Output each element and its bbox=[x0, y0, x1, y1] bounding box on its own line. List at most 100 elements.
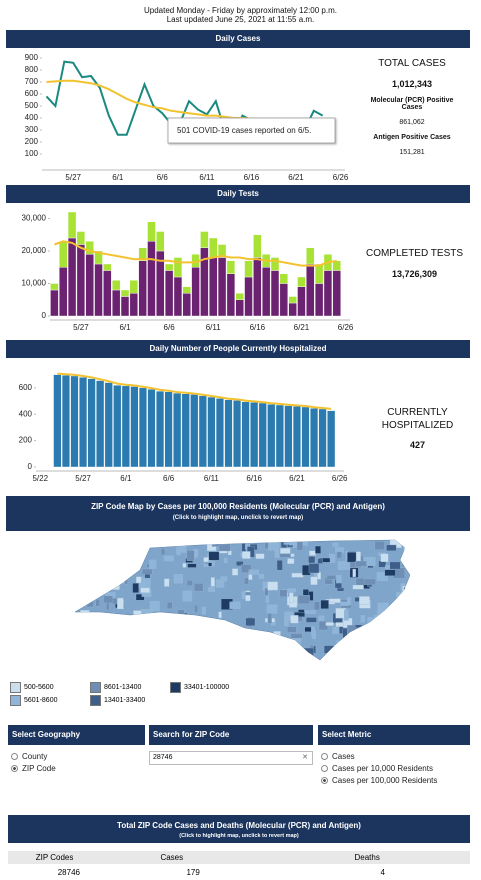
bar bbox=[94, 250, 103, 265]
zip-area bbox=[109, 542, 119, 551]
zip-area bbox=[293, 661, 302, 669]
zip-area bbox=[241, 591, 246, 599]
radio-button[interactable] bbox=[321, 764, 328, 772]
zip-area bbox=[407, 584, 410, 596]
zip-area bbox=[361, 649, 374, 656]
zip-area bbox=[332, 659, 342, 660]
zip-area bbox=[186, 550, 195, 561]
x-tick-label: 6/6 bbox=[157, 173, 169, 182]
zip-area bbox=[201, 606, 206, 615]
column-header: Cases bbox=[160, 853, 184, 862]
zip-area bbox=[218, 540, 231, 552]
radio-option[interactable]: Cases per 10,000 Residents bbox=[321, 762, 470, 774]
update-note: Updated Monday - Friday by approximately… bbox=[144, 6, 337, 15]
zip-area bbox=[243, 628, 250, 639]
radio-label: Cases per 10,000 Residents bbox=[332, 763, 433, 773]
zip-area bbox=[403, 648, 410, 660]
zip-area bbox=[136, 551, 141, 562]
radio-option[interactable]: Cases bbox=[321, 750, 470, 762]
bar bbox=[70, 375, 79, 468]
bar bbox=[226, 260, 236, 274]
radio-option[interactable]: Cases per 100,000 Residents bbox=[321, 774, 470, 786]
zip-area bbox=[208, 551, 220, 561]
bar bbox=[297, 276, 306, 287]
zip-area bbox=[412, 631, 416, 641]
zip-area bbox=[185, 642, 192, 648]
radio-option[interactable]: ZIP Code bbox=[11, 762, 145, 774]
bar bbox=[50, 283, 59, 291]
zip-area bbox=[304, 626, 312, 632]
bar bbox=[244, 276, 253, 317]
control-title: Select Metric bbox=[318, 725, 470, 745]
bar bbox=[288, 302, 297, 317]
bar bbox=[94, 263, 103, 317]
zip-area bbox=[119, 647, 126, 655]
zip-area bbox=[360, 615, 365, 623]
bar bbox=[76, 244, 86, 317]
x-tick-label: 6/11 bbox=[199, 173, 215, 182]
radio-option[interactable]: County bbox=[11, 750, 145, 762]
zip-area bbox=[141, 568, 153, 575]
radio-button[interactable] bbox=[11, 752, 18, 760]
zip-area bbox=[194, 583, 204, 592]
zip-area bbox=[229, 601, 241, 610]
bar bbox=[250, 402, 259, 468]
last-updated: Last updated June 25, 2021 at 11:55 a.m. bbox=[166, 15, 315, 24]
bar bbox=[147, 241, 156, 317]
radio-button[interactable] bbox=[321, 776, 328, 784]
x-tick-label: 6/1 bbox=[112, 173, 124, 182]
zip-area bbox=[386, 544, 397, 551]
zip-area bbox=[281, 657, 293, 660]
zip-area bbox=[199, 650, 210, 660]
zip-area bbox=[100, 540, 108, 550]
zip-area bbox=[281, 658, 292, 660]
zip-area bbox=[243, 658, 252, 660]
zip-area bbox=[123, 555, 133, 566]
zip-area bbox=[164, 578, 170, 587]
y-tick-label: 500 bbox=[25, 101, 39, 110]
zip-area bbox=[263, 651, 273, 660]
y-tick-label: 0 bbox=[42, 311, 47, 320]
zip-area bbox=[301, 651, 307, 656]
zip-area bbox=[310, 576, 318, 585]
zip-area bbox=[93, 625, 105, 634]
zip-area bbox=[264, 653, 268, 660]
bar bbox=[262, 267, 271, 317]
section-banner: Daily Tests bbox=[6, 185, 470, 203]
zip-area bbox=[148, 623, 157, 629]
zip-area bbox=[182, 563, 187, 568]
clear-icon[interactable]: ✕ bbox=[302, 754, 308, 761]
bar bbox=[138, 260, 147, 317]
zip-area bbox=[136, 576, 142, 584]
zip-area bbox=[168, 541, 180, 546]
tooltip bbox=[167, 117, 336, 144]
x-tick-label: 6/6 bbox=[164, 323, 176, 332]
zip-area bbox=[106, 556, 117, 566]
zip-area bbox=[258, 574, 265, 579]
search-input[interactable]: 28746 ✕ bbox=[149, 751, 313, 765]
radio-group: Cases Cases per 10,000 Residents Cases per… bbox=[318, 750, 470, 786]
zip-area bbox=[326, 655, 336, 660]
legend-label: 8601-13400 bbox=[104, 684, 142, 691]
zip-area bbox=[308, 556, 316, 564]
zip-area bbox=[380, 553, 389, 563]
radio-button[interactable] bbox=[321, 752, 328, 760]
tooltip-text: 501 COVID-19 cases reported on 6/5. bbox=[177, 126, 311, 135]
zip-area bbox=[402, 585, 410, 595]
legend-item: 8601-13400 bbox=[90, 682, 141, 693]
zip-area bbox=[276, 560, 283, 571]
bar bbox=[53, 374, 62, 468]
zip-area bbox=[149, 559, 157, 569]
zip-area bbox=[386, 628, 391, 634]
zip-area bbox=[344, 647, 349, 658]
zip-area bbox=[408, 654, 410, 660]
radio-button[interactable] bbox=[11, 764, 18, 772]
table-row[interactable]: 28746 179 4 bbox=[8, 864, 470, 878]
zip-area bbox=[97, 663, 102, 671]
zip-area bbox=[77, 650, 83, 660]
zip-area bbox=[332, 627, 340, 634]
y-tick-label: 0 bbox=[28, 462, 33, 471]
zip-area bbox=[267, 581, 278, 591]
zip-area bbox=[302, 647, 314, 659]
